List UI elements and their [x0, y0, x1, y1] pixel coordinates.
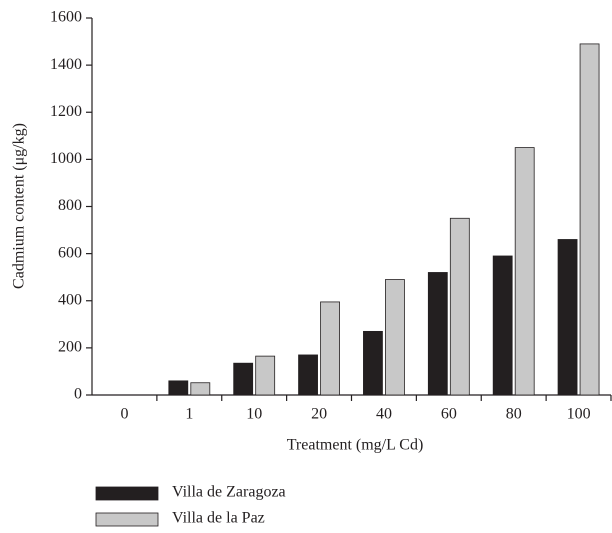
- bar: [363, 330, 383, 396]
- y-tick-label: 0: [74, 386, 82, 403]
- legend-swatch: [95, 486, 159, 501]
- y-tick-label: 1600: [50, 9, 82, 26]
- x-tick-label: 1: [185, 406, 193, 423]
- y-tick-label: 600: [58, 244, 82, 261]
- x-tick-label: 20: [311, 406, 327, 423]
- y-tick-label: 1000: [50, 150, 82, 167]
- bar: [298, 354, 318, 396]
- bar: [427, 272, 448, 396]
- bar: [320, 301, 340, 396]
- x-tick-label: 40: [376, 406, 392, 423]
- legend-swatch: [95, 512, 159, 527]
- x-tick-label: 10: [246, 406, 262, 423]
- x-tick-label: 60: [441, 406, 457, 423]
- bar: [190, 382, 211, 396]
- bar: [449, 217, 470, 396]
- bar: [579, 43, 600, 396]
- bar: [385, 279, 405, 396]
- bar: [557, 239, 578, 396]
- y-tick-label: 400: [58, 291, 82, 308]
- bar: [233, 362, 254, 396]
- x-tick-label: 80: [506, 406, 522, 423]
- bar: [514, 147, 535, 396]
- y-axis-title: Cadmium content (μg/kg): [11, 123, 28, 289]
- x-axis-title: Treatment (mg/L Cd): [287, 437, 424, 454]
- bar: [492, 255, 513, 396]
- y-tick-label: 1400: [50, 56, 82, 73]
- y-tick-label: 800: [58, 197, 82, 214]
- x-tick-label: 0: [120, 406, 128, 423]
- y-tick-label: 200: [58, 339, 82, 356]
- x-tick-label: 100: [567, 406, 591, 423]
- bar: [168, 380, 189, 396]
- legend-label: Villa de Zaragoza: [172, 484, 286, 501]
- y-tick-label: 1200: [50, 103, 82, 120]
- legend-label: Villa de la Paz: [172, 510, 265, 527]
- bar: [255, 355, 276, 396]
